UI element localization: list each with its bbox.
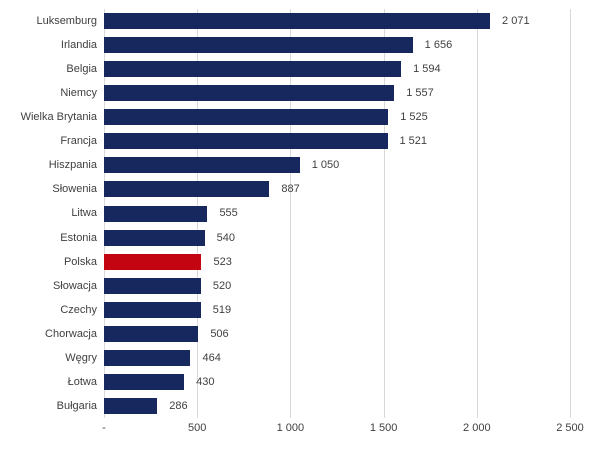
category-label: Litwa: [71, 207, 97, 220]
bar: [104, 301, 201, 318]
gridline-2500: [570, 9, 571, 418]
category-label: Estonia: [60, 231, 97, 244]
bar: [104, 229, 205, 246]
category-label: Polska: [63, 255, 97, 268]
value-label: 286: [169, 399, 188, 412]
value-label: 1 656: [424, 39, 453, 52]
category-label: Czechy: [60, 303, 97, 316]
value-label: 555: [219, 207, 238, 220]
value-label: 506: [210, 327, 229, 340]
value-label: 520: [212, 279, 232, 292]
value-label: 1 594: [413, 63, 441, 76]
bar: [104, 61, 402, 78]
bar: [104, 181, 270, 198]
value-label: 887: [281, 183, 300, 196]
bar: [104, 349, 191, 366]
value-label: 2 071: [502, 15, 530, 27]
value-label: 519: [212, 303, 232, 316]
x-tick-label: -: [102, 422, 106, 434]
bar: [104, 85, 395, 102]
value-label: 540: [216, 231, 235, 244]
bar: [104, 397, 158, 414]
bar: [104, 109, 389, 126]
value-label: 523: [213, 255, 232, 268]
value-label: 1 557: [406, 87, 434, 100]
value-label: 1 050: [311, 159, 340, 172]
category-label: Węgry: [65, 351, 97, 364]
category-label: Wielka Brytania: [20, 111, 97, 124]
category-label: Bułgaria: [56, 399, 97, 412]
x-tick-label: 1 000: [276, 422, 305, 434]
gridline-2000: [476, 9, 478, 418]
bar-highlighted: [104, 253, 202, 270]
category-label: Luksemburg: [36, 15, 97, 27]
value-label: 464: [202, 351, 221, 364]
value-label: 1 525: [400, 111, 428, 124]
category-label: Francja: [60, 135, 97, 148]
bar: [104, 157, 300, 174]
x-tick-label: 500: [188, 422, 207, 434]
bar: [104, 205, 208, 222]
bar: [104, 37, 413, 54]
category-label: Irlandia: [60, 39, 97, 52]
category-label: Niemcy: [60, 87, 97, 100]
category-label: Belgia: [66, 63, 97, 76]
x-tick-label: 2 500: [556, 422, 584, 434]
bar: [104, 277, 201, 294]
category-label: Hiszpania: [48, 159, 97, 172]
gridline-1000: [290, 9, 292, 418]
bar: [104, 373, 185, 390]
x-tick-label: 1 500: [369, 422, 398, 434]
value-label: 430: [196, 375, 215, 388]
category-label: Chorwacja: [45, 327, 97, 340]
bar: [104, 13, 491, 30]
bar: [104, 133, 388, 150]
gridline-1500: [383, 9, 385, 418]
bar: [104, 325, 199, 342]
category-label: Słowenia: [52, 183, 97, 196]
value-label: 1 521: [399, 135, 428, 148]
category-label: Łotwa: [67, 375, 97, 388]
x-tick-label: 2 000: [463, 422, 491, 434]
category-label: Słowacja: [52, 279, 97, 292]
